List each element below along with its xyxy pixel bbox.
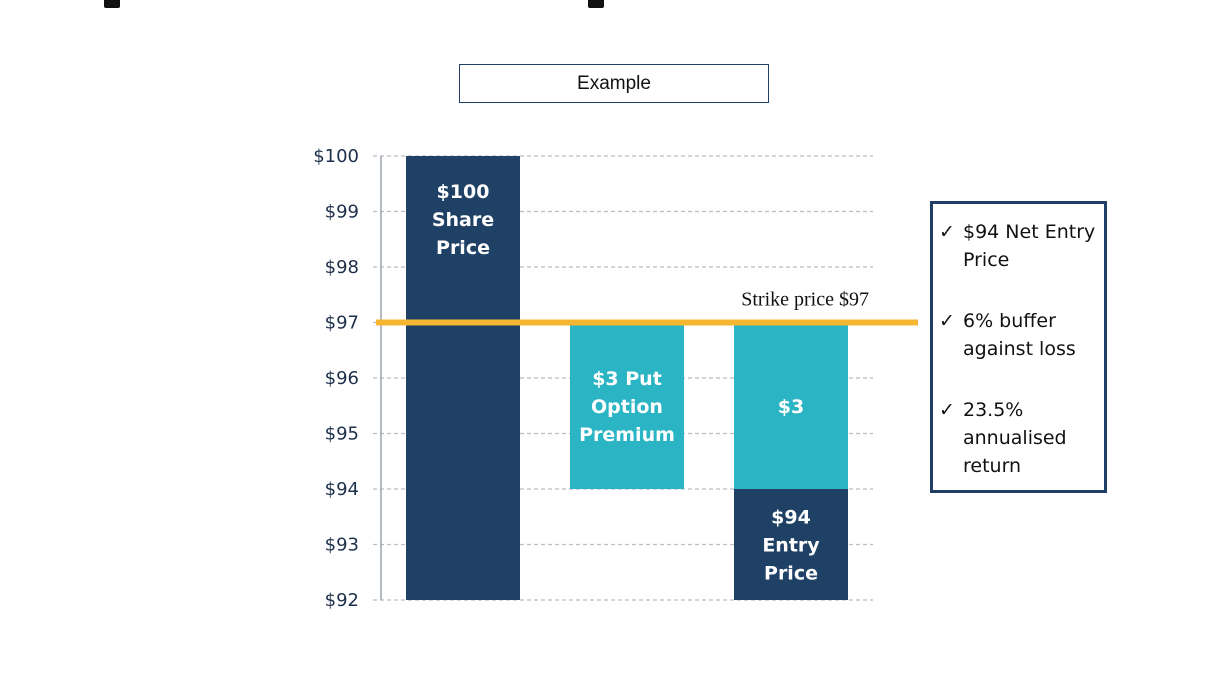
y-tick-label: $100	[313, 146, 359, 167]
bar-label: Price	[436, 237, 490, 259]
bar-label: $3	[778, 396, 804, 418]
bar-share-price	[406, 156, 520, 600]
bar-label: Premium	[579, 424, 675, 446]
callout-box: ✓ $94 Net Entry Price ✓ 6% buffer agains…	[930, 201, 1107, 493]
bar-label: Price	[764, 563, 818, 585]
example-label: Example	[577, 72, 651, 94]
strike-price-label: Strike price $97	[741, 289, 869, 311]
callout-text: $94 Net Entry Price	[963, 221, 1096, 271]
callout-item-return: ✓ 23.5% annualised return	[939, 396, 1096, 480]
y-tick-label: $99	[325, 202, 359, 223]
callout-text: 6% buffer against loss	[963, 310, 1076, 360]
y-axis-ticks: $92 $93 $94 $95 $96 $97 $98 $99 $100	[313, 146, 359, 611]
y-tick-label: $93	[325, 535, 359, 556]
title-fragment	[0, 0, 1226, 8]
bar-put-premium	[570, 322, 684, 489]
bar-entry-price	[734, 489, 848, 600]
y-tick-label: $95	[325, 424, 359, 445]
y-tick-label: $96	[325, 368, 359, 389]
bar-label: Option	[591, 396, 663, 418]
bar-label: Entry	[762, 535, 820, 557]
bars: $100 Share Price $3 Put Option Premium $3 $94 En…	[406, 156, 848, 600]
check-icon: ✓	[939, 221, 955, 243]
y-tick-label: $94	[325, 479, 359, 500]
callout-item-net-entry: ✓ $94 Net Entry Price	[939, 218, 1096, 274]
bar-label: $100	[437, 181, 490, 203]
bar-label: $94	[771, 507, 811, 529]
example-box: Example	[459, 64, 769, 103]
check-icon: ✓	[939, 310, 955, 332]
callout-item-buffer: ✓ 6% buffer against loss	[939, 307, 1096, 363]
check-icon: ✓	[939, 399, 955, 421]
y-tick-label: $97	[325, 313, 359, 334]
bar-label: $3 Put	[592, 368, 662, 390]
y-tick-label: $92	[325, 590, 359, 611]
y-tick-label: $98	[325, 257, 359, 278]
bar-premium-3	[734, 322, 848, 489]
bar-label: Share	[432, 209, 494, 231]
callout-text: 23.5% annualised return	[963, 399, 1067, 477]
